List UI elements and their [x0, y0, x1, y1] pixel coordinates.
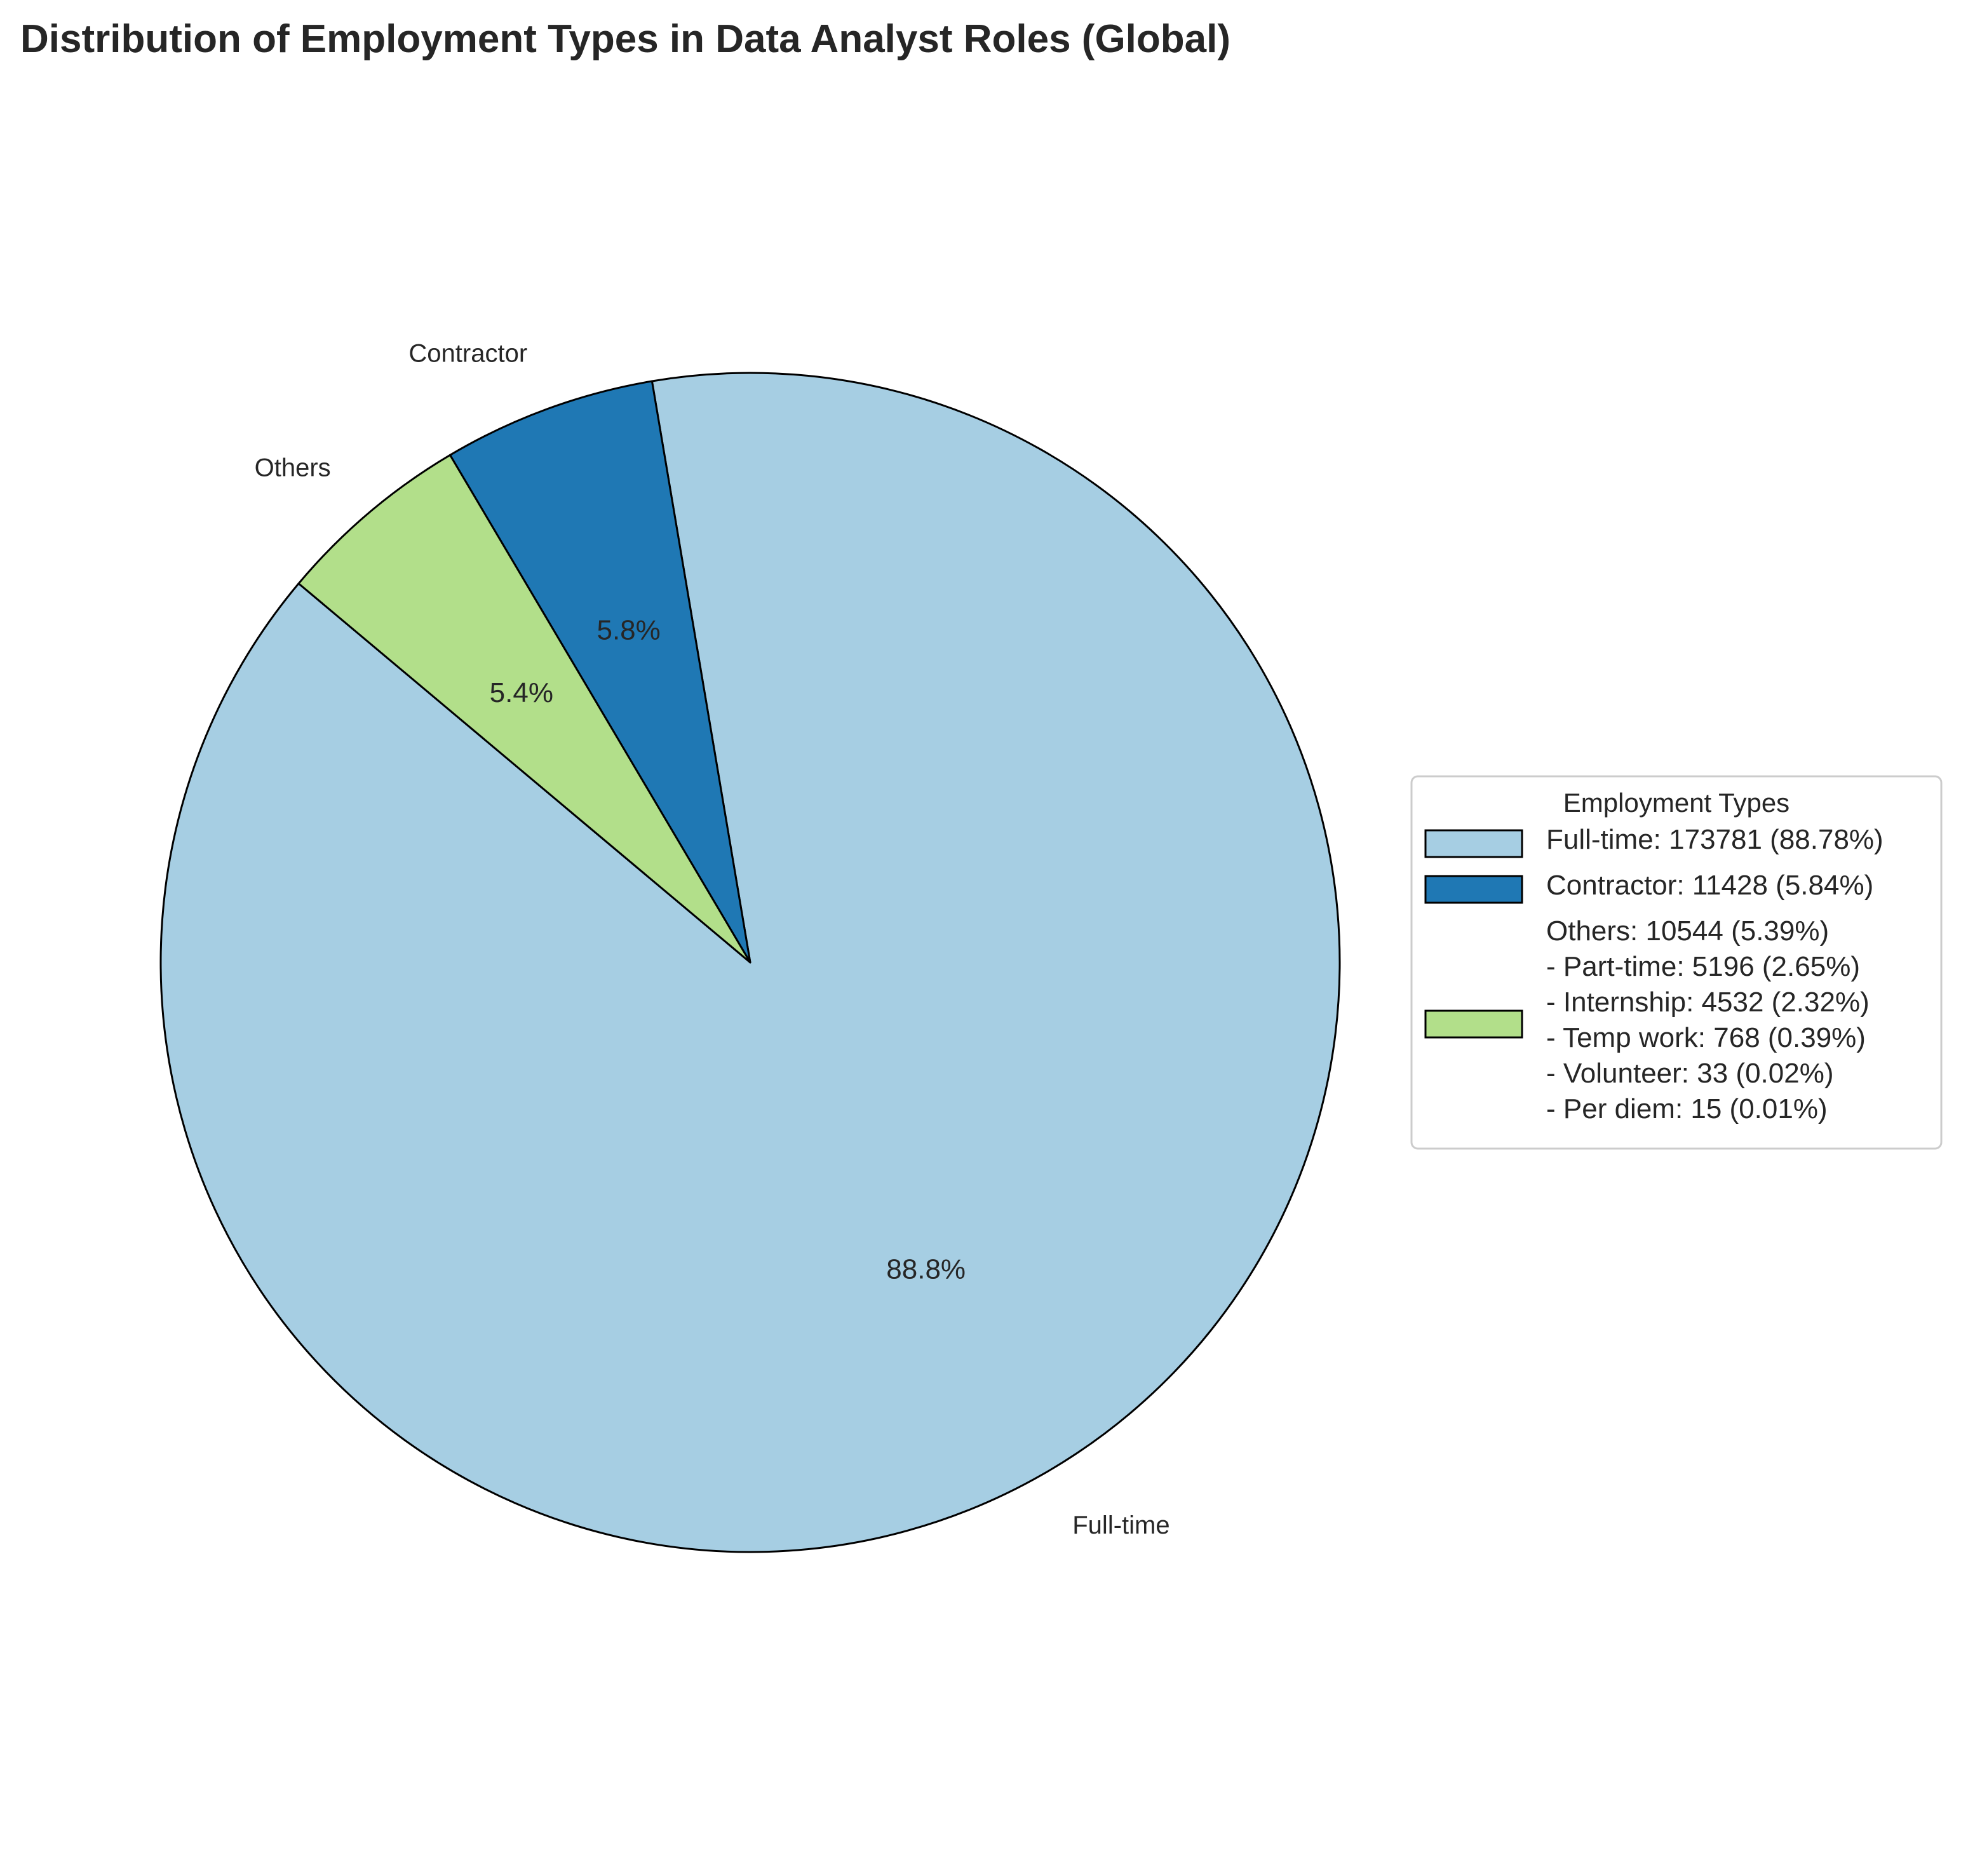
slice-label: Full-time	[1072, 1511, 1169, 1539]
legend-swatch	[1424, 829, 1523, 858]
legend-entry-text: - Volunteer: 33 (0.02%)	[1546, 1058, 1833, 1089]
legend-frame	[1410, 775, 1943, 1150]
pie-slice-full-time	[159, 372, 1341, 1553]
slice-percent-label: 88.8%	[886, 1254, 966, 1285]
legend: Employment Types Full-time: 173781 (88.7…	[1410, 775, 1943, 1150]
slice-labels: Full-time Contractor Others	[255, 339, 1170, 1539]
pie-slices	[159, 372, 1341, 1553]
legend-entry-text: - Temp work: 768 (0.39%)	[1546, 1022, 1866, 1053]
chart-title: Distribution of Employment Types in Data…	[20, 17, 1230, 61]
legend-entry-text: Full-time: 173781 (88.78%)	[1546, 824, 1884, 855]
legend-entry-text: Contractor: 11428 (5.84%)	[1546, 870, 1873, 901]
slice-label: Contractor	[408, 339, 527, 367]
legend-swatch	[1424, 875, 1523, 904]
legend-entry-text: - Internship: 4532 (2.32%)	[1546, 987, 1870, 1018]
legend-title: Employment Types	[1563, 788, 1789, 818]
legend-swatch	[1424, 1009, 1523, 1039]
legend-entry-text: - Part-time: 5196 (2.65%)	[1546, 951, 1860, 982]
percentage-labels: 88.8% 5.8% 5.4%	[490, 615, 966, 1285]
legend-entry-text: Others: 10544 (5.39%)	[1546, 915, 1829, 947]
slice-percent-label: 5.4%	[490, 677, 553, 708]
slice-percent-label: 5.8%	[596, 615, 660, 646]
slice-label: Others	[255, 454, 331, 482]
legend-entry-text: - Per diem: 15 (0.01%)	[1546, 1093, 1828, 1124]
pie-slice-others	[297, 454, 751, 964]
pie-slice-contractor	[448, 380, 751, 964]
legend-entries: Full-time: 173781 (88.78%) Contractor: 11…	[1424, 824, 1884, 1124]
